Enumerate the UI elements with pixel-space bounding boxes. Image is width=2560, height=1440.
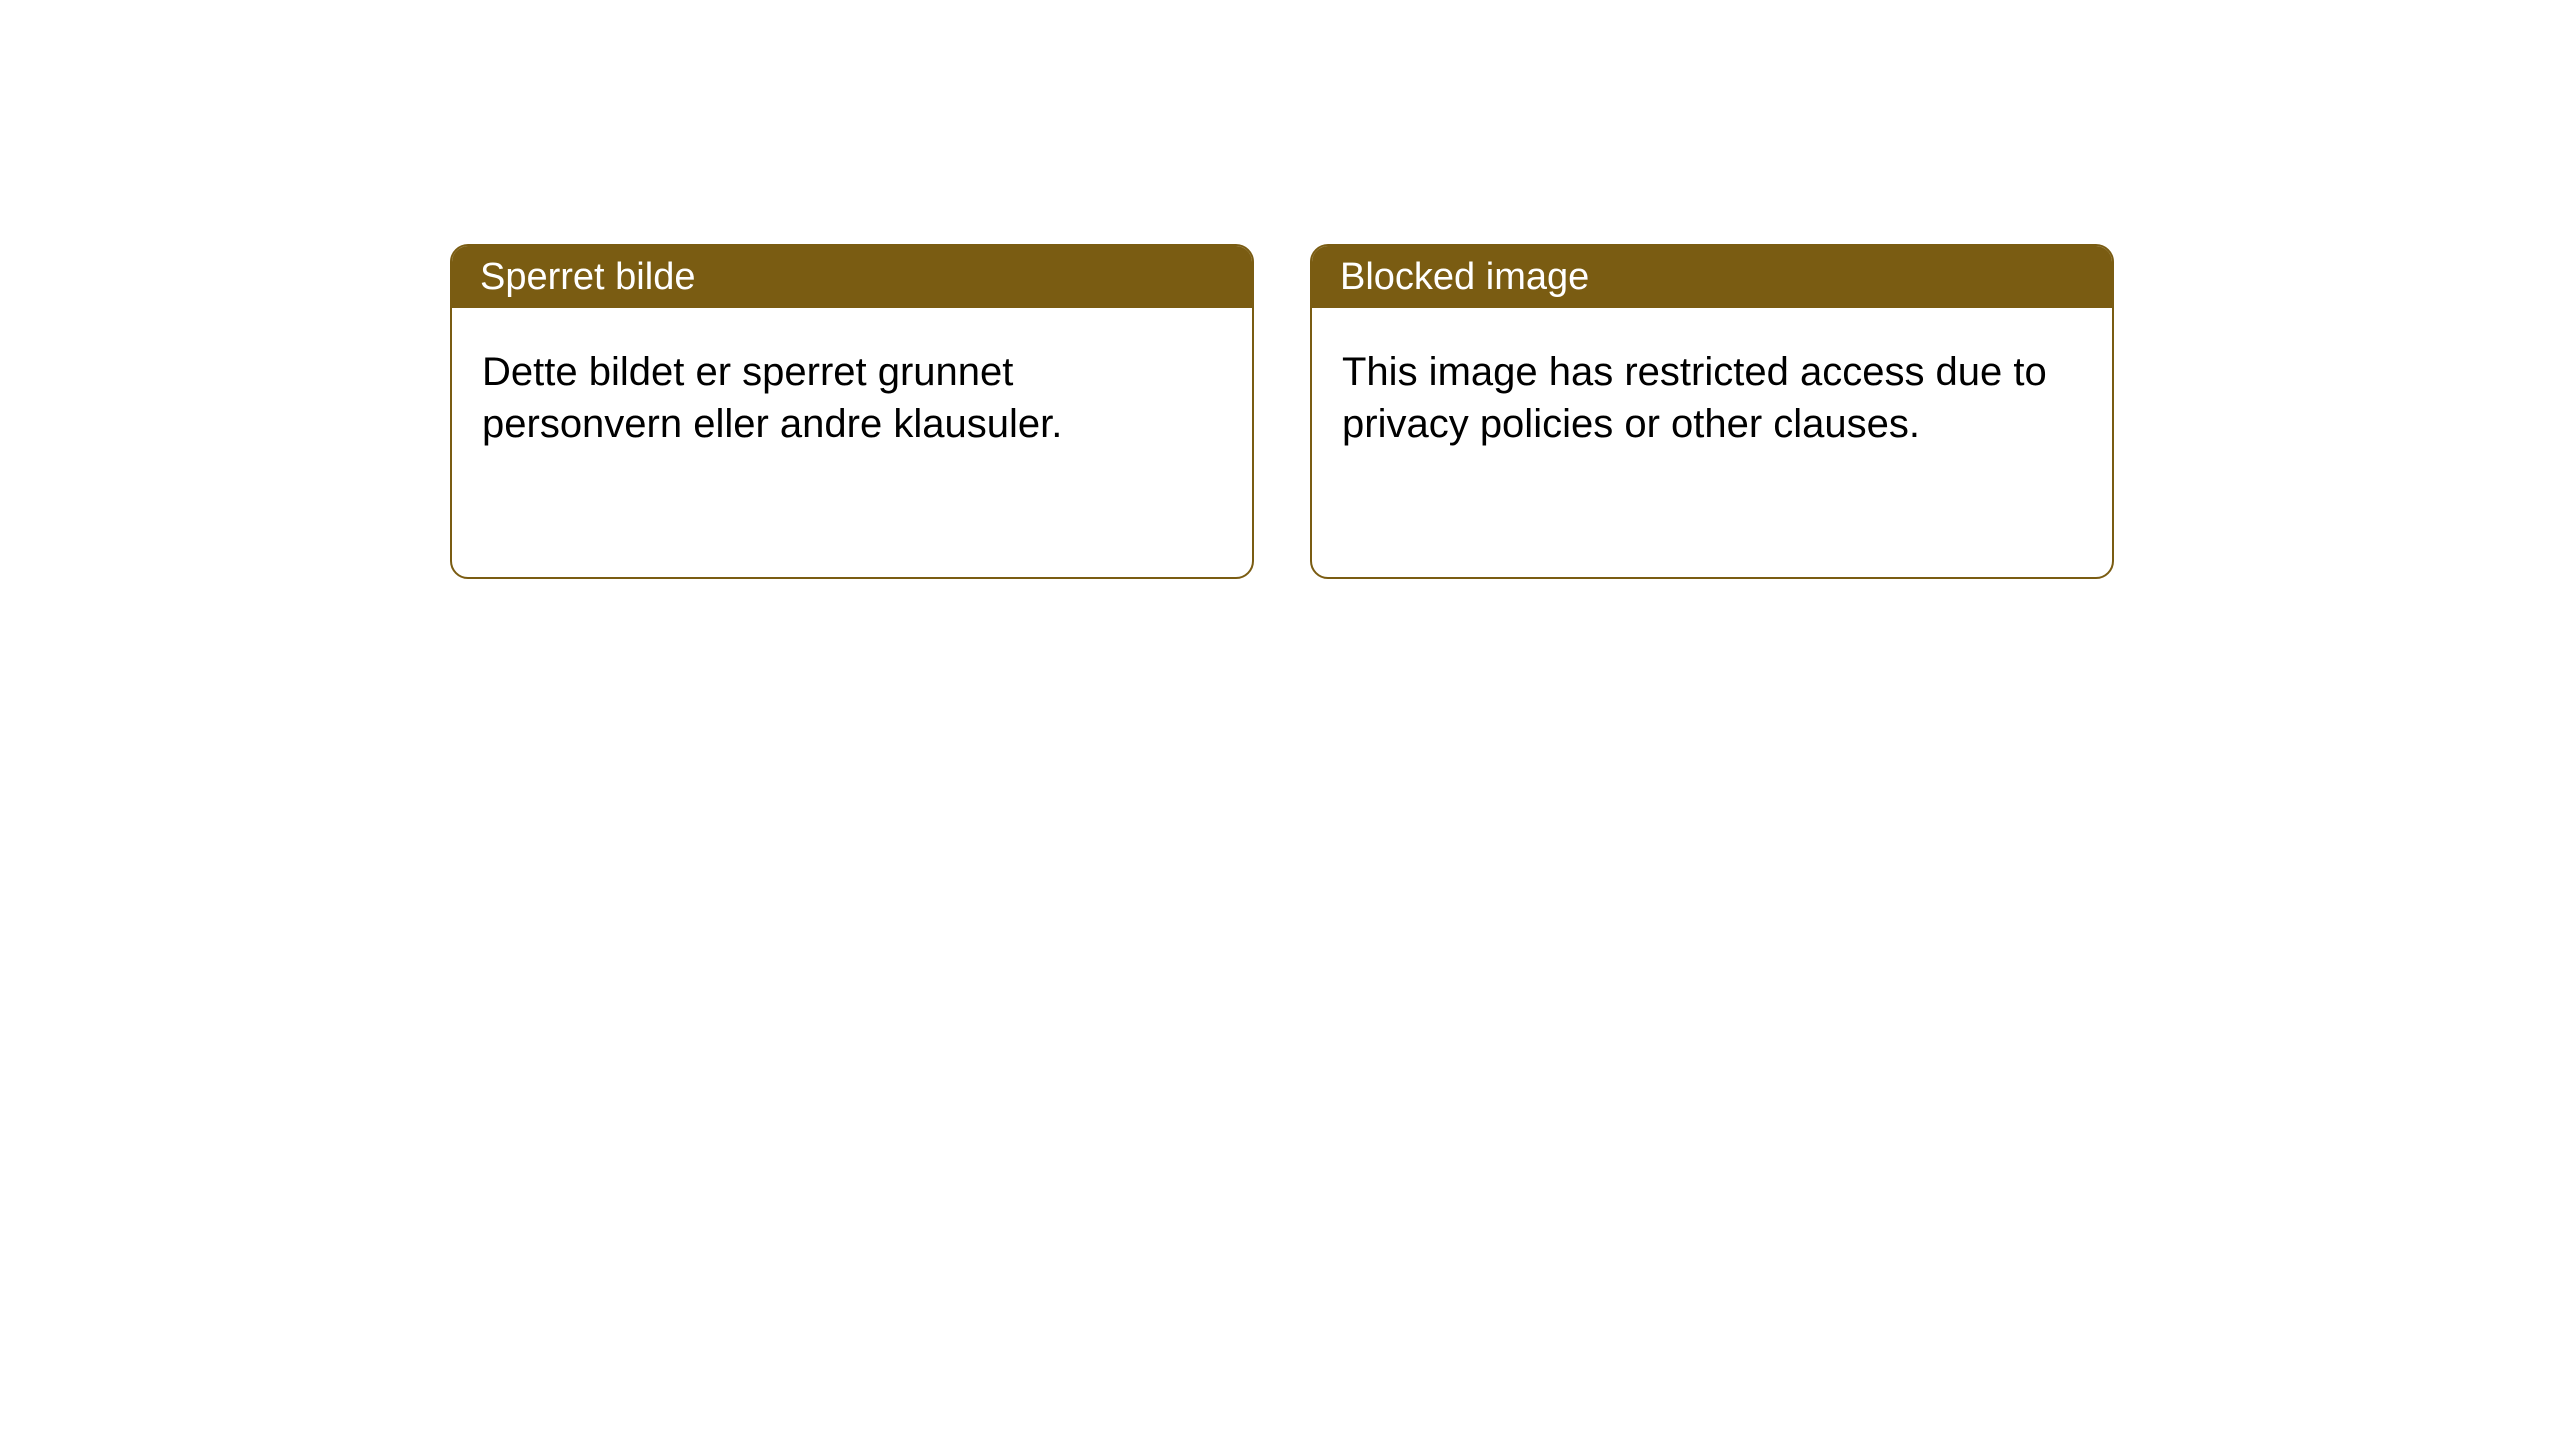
card-body: This image has restricted access due to … bbox=[1312, 308, 2112, 488]
card-body: Dette bildet er sperret grunnet personve… bbox=[452, 308, 1252, 488]
notice-card-english: Blocked image This image has restricted … bbox=[1310, 244, 2114, 579]
card-message: This image has restricted access due to … bbox=[1342, 350, 2047, 446]
notice-container: Sperret bilde Dette bildet er sperret gr… bbox=[450, 244, 2114, 579]
notice-card-norwegian: Sperret bilde Dette bildet er sperret gr… bbox=[450, 244, 1254, 579]
card-title: Sperret bilde bbox=[480, 256, 695, 299]
card-message: Dette bildet er sperret grunnet personve… bbox=[482, 350, 1062, 446]
card-header: Sperret bilde bbox=[452, 246, 1252, 308]
card-header: Blocked image bbox=[1312, 246, 2112, 308]
card-title: Blocked image bbox=[1340, 256, 1589, 299]
